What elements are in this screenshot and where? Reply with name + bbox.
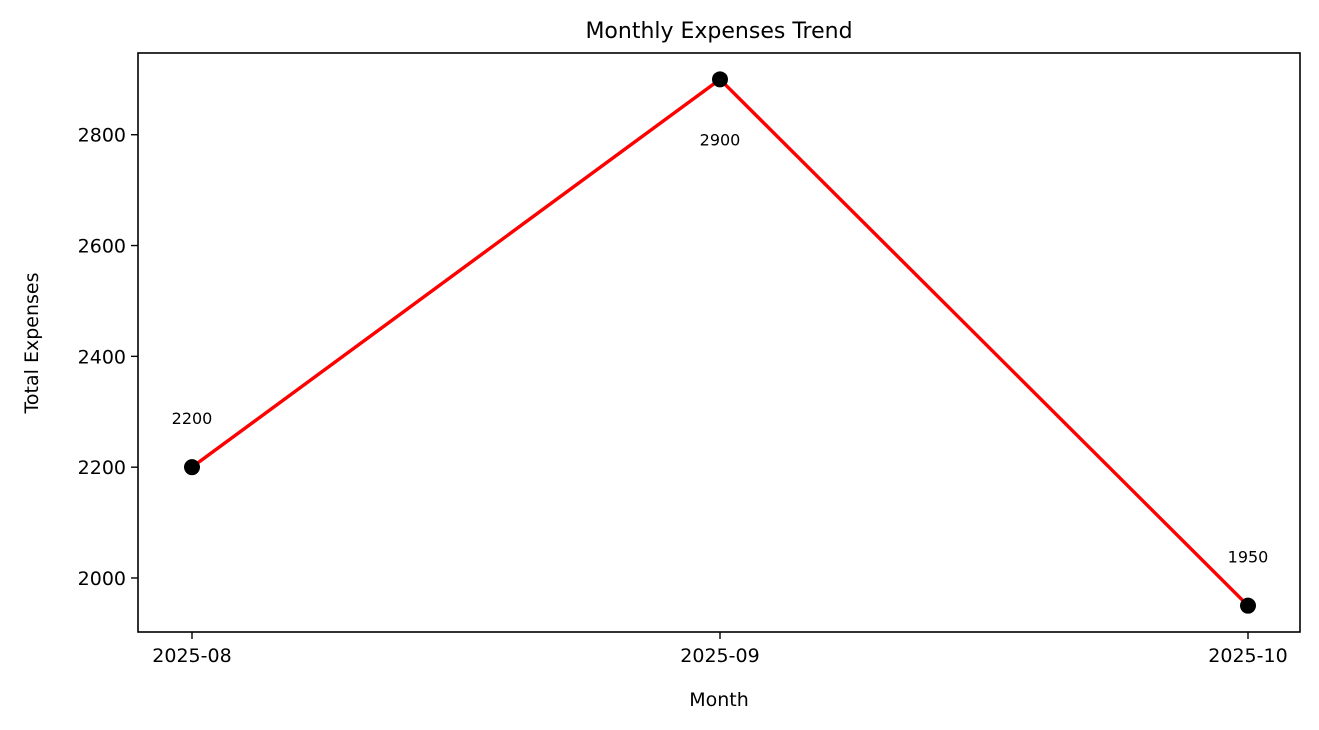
y-tick-label: 2600 bbox=[78, 236, 126, 258]
x-tick-label: 2025-10 bbox=[1208, 645, 1287, 667]
x-axis-label: Month bbox=[689, 689, 749, 711]
data-point bbox=[712, 71, 728, 88]
plot-frame bbox=[137, 52, 1301, 633]
y-tick-label: 2800 bbox=[78, 125, 126, 147]
data-point bbox=[184, 459, 200, 476]
data-point bbox=[1240, 597, 1256, 614]
x-tick-label: 2025-08 bbox=[152, 645, 231, 667]
y-tick-label: 2000 bbox=[78, 568, 126, 590]
y-axis-label: Total Expenses bbox=[21, 273, 43, 415]
data-label: 2900 bbox=[700, 130, 741, 149]
chart-title: Monthly Expenses Trend bbox=[585, 19, 852, 44]
data-label: 1950 bbox=[1228, 548, 1269, 567]
y-tick-label: 2200 bbox=[78, 457, 126, 479]
plot-area: 2000 2200 2400 2600 2800 2025-08 2025-09 2025-1… bbox=[78, 52, 1301, 667]
x-tick-label: 2025-09 bbox=[680, 645, 759, 667]
y-tick-label: 2400 bbox=[78, 346, 126, 368]
data-label: 2200 bbox=[172, 409, 213, 428]
